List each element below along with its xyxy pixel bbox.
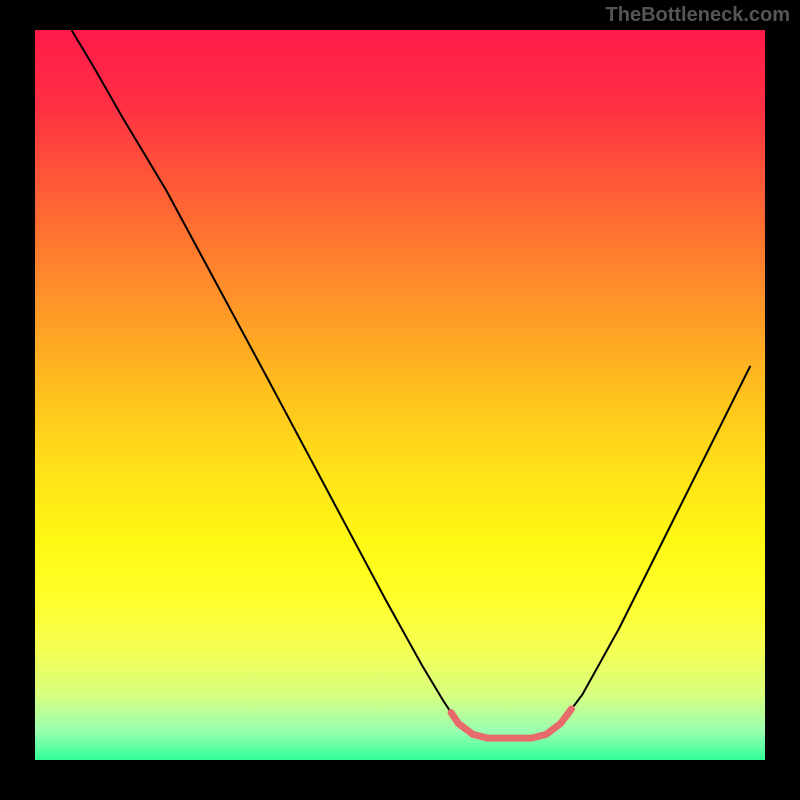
highlight-dot (568, 706, 574, 712)
highlight-dot (492, 735, 498, 741)
highlight-dot (514, 735, 520, 741)
gradient-background (35, 30, 765, 760)
highlight-dot (448, 709, 454, 715)
watermark-text: TheBottleneck.com (606, 4, 790, 27)
highlight-dot (503, 735, 509, 741)
highlight-dot (481, 734, 487, 740)
chart-svg (35, 30, 765, 760)
highlight-dot (470, 731, 476, 737)
highlight-dot (546, 729, 552, 735)
chart-plot-area (35, 30, 765, 760)
highlight-dot (459, 722, 465, 728)
highlight-dot (536, 733, 542, 739)
highlight-dot (557, 720, 563, 726)
highlight-dot (525, 735, 531, 741)
